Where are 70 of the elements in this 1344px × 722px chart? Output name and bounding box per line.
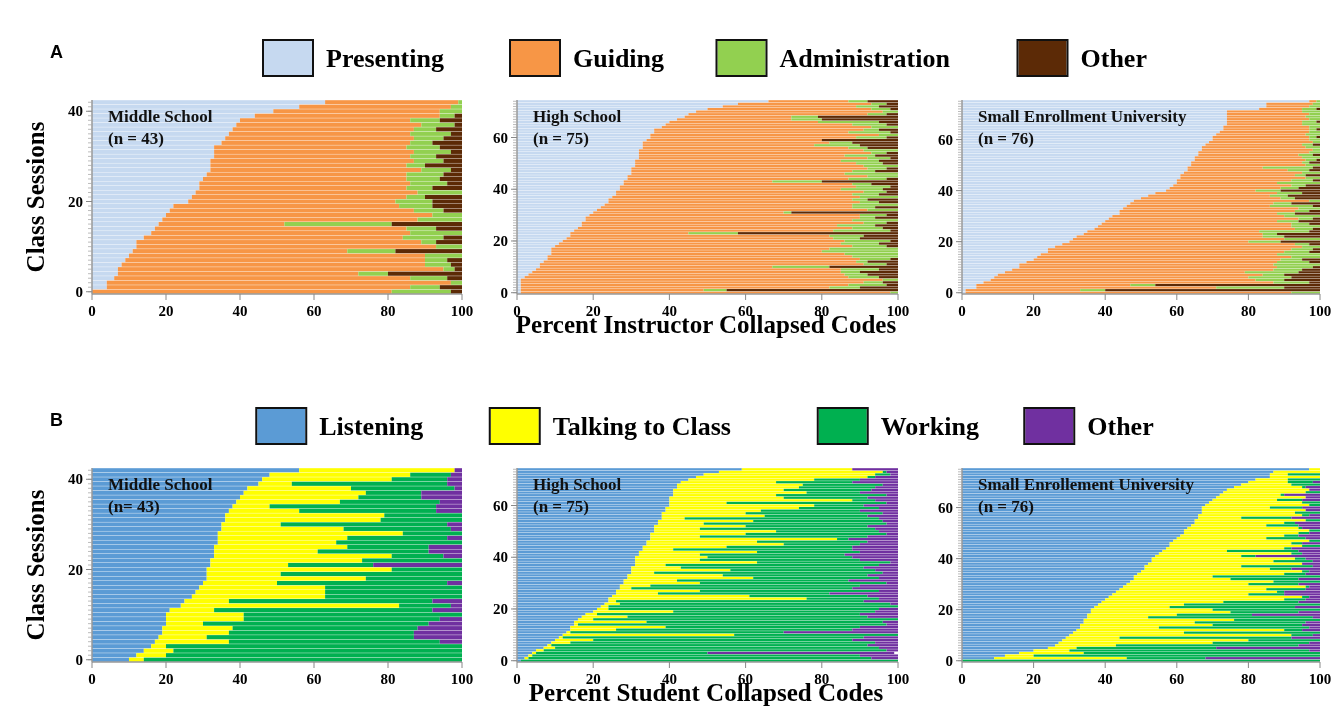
- y-tick-label: 0: [75, 283, 83, 300]
- x-tick-label: 100: [886, 303, 910, 319]
- legend-label: Working: [880, 412, 979, 441]
- x-tick-label: 40: [1097, 303, 1113, 319]
- x-tick-label: 100: [886, 671, 910, 687]
- y-tick-label: 20: [938, 601, 953, 618]
- y-tick-label: 40: [938, 550, 953, 567]
- y-tick-label: 0: [945, 284, 953, 301]
- legend-label: Talking to Class: [552, 412, 731, 441]
- y-tick-label: 20: [493, 232, 508, 249]
- x-tick-label: 100: [450, 671, 474, 687]
- x-tick-label: 80: [380, 671, 396, 687]
- x-tick-label: 60: [1169, 671, 1185, 687]
- y-tick-label: 60: [938, 131, 953, 148]
- x-tick-label: 60: [306, 671, 322, 687]
- legend-label: Other: [1080, 44, 1147, 73]
- x-tick-label: 0: [88, 303, 96, 319]
- y-tick-label: 60: [493, 129, 508, 146]
- x-tick-label: 20: [585, 303, 601, 319]
- y-tick-label: 60: [938, 499, 953, 516]
- x-tick-label: 40: [661, 303, 677, 319]
- y-tick-label: 0: [500, 284, 508, 301]
- y-tick-label: 0: [945, 652, 953, 669]
- x-tick-label: 0: [958, 671, 966, 687]
- legend-label: Presenting: [326, 44, 444, 73]
- y-tick-label: 20: [68, 193, 83, 210]
- x-tick-label: 40: [1097, 671, 1113, 687]
- text: High School (n = 75): [533, 475, 622, 516]
- y-axis-title: Class Sessions: [22, 121, 49, 273]
- x-tick-label: 80: [1240, 671, 1256, 687]
- x-tick-label: 0: [513, 671, 521, 687]
- y-tick-label: 20: [493, 600, 508, 617]
- legend-label: Other: [1087, 412, 1154, 441]
- x-tick-label: 80: [380, 303, 396, 319]
- x-tick-label: 20: [158, 303, 174, 319]
- y-tick-label: 20: [938, 233, 953, 250]
- x-tick-label: 20: [1026, 303, 1042, 319]
- text: Small Enrollement University (n = 76): [978, 475, 1195, 516]
- y-tick-label: 40: [68, 471, 83, 488]
- x-tick-label: 20: [158, 671, 174, 687]
- text: Middle School (n= 43): [108, 475, 213, 516]
- x-tick-label: 100: [1308, 671, 1332, 687]
- x-tick-label: 60: [1169, 303, 1185, 319]
- y-tick-label: 60: [493, 497, 508, 514]
- legend-label: Listening: [319, 412, 424, 441]
- x-tick-label: 40: [232, 671, 248, 687]
- y-tick-label: 40: [68, 103, 83, 120]
- x-tick-label: 20: [1026, 671, 1042, 687]
- text: B: [50, 410, 63, 430]
- legend-label: Administration: [779, 44, 951, 73]
- x-tick-label: 100: [450, 303, 474, 319]
- legend-label: Guiding: [573, 44, 665, 73]
- text: Middle School (n = 43): [108, 107, 213, 148]
- y-tick-label: 40: [938, 182, 953, 199]
- x-tick-label: 0: [958, 303, 966, 319]
- text: A: [50, 42, 63, 62]
- y-tick-label: 40: [493, 549, 508, 566]
- text: Small Enrollment University (n = 76): [978, 107, 1187, 148]
- x-tick-label: 60: [306, 303, 322, 319]
- x-tick-label: 100: [1308, 303, 1332, 319]
- y-axis-title: Class Sessions: [22, 489, 49, 641]
- x-tick-label: 20: [585, 671, 601, 687]
- x-tick-label: 0: [88, 671, 96, 687]
- x-tick-label: 40: [232, 303, 248, 319]
- y-tick-label: 40: [493, 181, 508, 198]
- y-tick-label: 0: [75, 651, 83, 668]
- y-tick-label: 0: [500, 652, 508, 669]
- y-tick-label: 20: [68, 561, 83, 578]
- x-tick-label: 80: [1240, 303, 1256, 319]
- text: High School (n = 75): [533, 107, 622, 148]
